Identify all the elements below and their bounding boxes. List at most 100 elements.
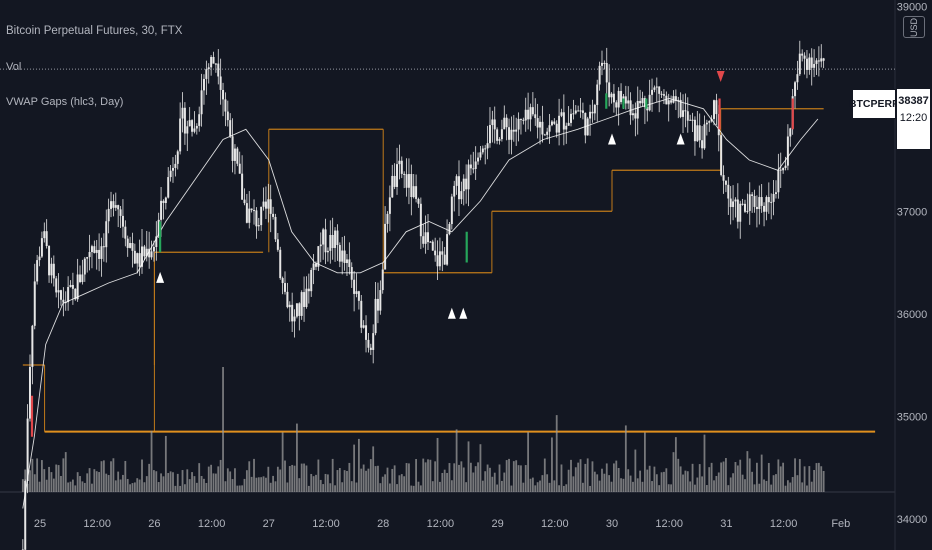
volume-bar (672, 452, 675, 492)
candle-body (155, 236, 158, 248)
candle-body (534, 114, 537, 119)
candle-body (715, 100, 718, 115)
last-price-label: 38387 12:20 (897, 89, 930, 149)
volume-bar (71, 479, 74, 492)
vwap-gaps-legend: VWAP Gaps (hlc3, Day) (6, 96, 124, 108)
candle-body (148, 248, 151, 258)
candle-body (312, 263, 315, 271)
volume-bar (689, 481, 692, 492)
candle-body (171, 167, 174, 171)
volume-bar (276, 466, 279, 492)
volume-bar (172, 472, 174, 492)
candle-body (600, 62, 603, 66)
volume-bar (434, 461, 437, 492)
candle-body (703, 124, 706, 149)
volume-bar (577, 462, 580, 492)
candle-body (653, 87, 656, 90)
volume-bar (636, 478, 639, 492)
candle-body (536, 118, 539, 128)
candle-body (353, 279, 356, 294)
candle-body (298, 303, 301, 316)
arrow-up-icon (608, 133, 616, 145)
candle-body (560, 112, 563, 116)
currency-button[interactable]: USD (903, 16, 925, 38)
volume-bar (510, 485, 513, 492)
volume-bar (751, 471, 754, 492)
volume-bar (534, 485, 537, 492)
candle-body (429, 241, 432, 243)
volume-bar (322, 484, 325, 492)
candle-body (262, 201, 265, 207)
candle-body (572, 113, 575, 115)
x-tick-label: 12:00 (770, 518, 798, 530)
volume-bar (505, 460, 508, 492)
volume-bar (813, 470, 816, 492)
candle-body (391, 175, 394, 198)
volume-bar (174, 485, 177, 492)
volume-bar (362, 464, 365, 492)
candle-body (755, 206, 758, 210)
candle-body (253, 210, 256, 212)
candle-body (748, 194, 751, 211)
candle-body (784, 165, 787, 169)
volume-bar (462, 467, 465, 492)
volume-bar (186, 469, 189, 492)
candle-body (343, 250, 346, 264)
volume-bar (45, 479, 48, 492)
volume-bar (369, 459, 372, 492)
candle-body (150, 251, 153, 258)
candle-body (629, 100, 632, 116)
candle-body (682, 110, 685, 117)
volume-bar (658, 485, 661, 492)
candle-body (121, 215, 124, 227)
volume-bar (343, 470, 346, 492)
volume-bar (193, 476, 196, 492)
candle-body (238, 163, 241, 174)
volume-bar (613, 463, 615, 492)
volume-bar (348, 462, 351, 492)
volume-bar (357, 438, 360, 492)
candle-body (465, 178, 468, 190)
candle-body (772, 193, 775, 202)
volume-bar (381, 476, 384, 492)
candle-body (74, 288, 77, 300)
candle-body (713, 100, 716, 119)
volume-bar (245, 470, 248, 492)
candle-body (415, 186, 418, 199)
candle-body (670, 100, 673, 103)
candle-body (243, 199, 246, 204)
candle-body (586, 118, 589, 136)
candle-body (493, 119, 496, 130)
candle-body (133, 250, 136, 264)
candle-body (584, 112, 587, 136)
candle-body (264, 201, 267, 209)
candle-body (777, 169, 780, 193)
volume-bar (315, 474, 317, 492)
volume-bar (803, 466, 806, 492)
candle-body (69, 284, 72, 288)
volume-bar (286, 482, 289, 492)
volume-bar (102, 460, 105, 492)
candle-body (329, 234, 332, 251)
volume-bar (284, 460, 286, 492)
volume-bar (498, 464, 501, 492)
volume-bar (424, 462, 427, 492)
volume-bar (148, 463, 151, 492)
candle-body (112, 201, 115, 208)
volume-bar (226, 468, 229, 492)
candle-body (488, 125, 491, 144)
volume-bar (88, 468, 91, 492)
volume-bar (238, 485, 241, 492)
candle-body (729, 198, 732, 208)
volume-bar (701, 476, 703, 492)
volume-bar (748, 458, 751, 492)
candle-body (550, 121, 553, 126)
volume-bar (305, 465, 308, 492)
candle-body (119, 209, 122, 216)
candle-body (376, 298, 379, 311)
volume-bar (334, 485, 336, 492)
candle-body (679, 99, 682, 117)
candle-body (691, 119, 694, 121)
volume-bar (67, 482, 70, 492)
